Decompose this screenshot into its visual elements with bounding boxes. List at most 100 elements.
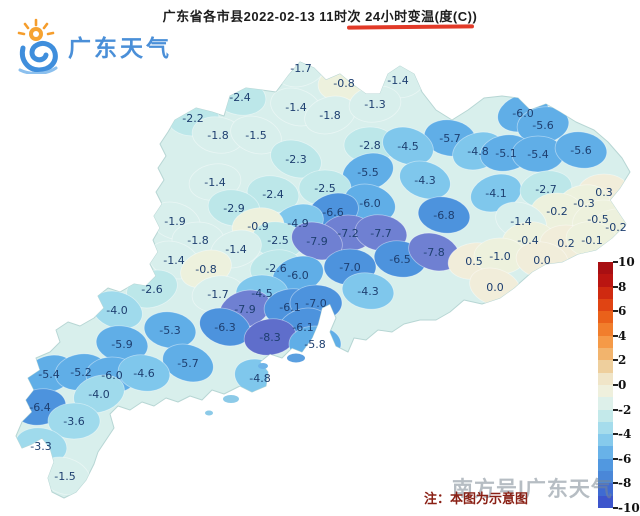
legend-segment [598,471,613,484]
legend-label: 0 [618,378,627,392]
legend-label: -2 [618,402,632,417]
temp-label: -5.3 [159,324,180,337]
temp-label: -2.6 [265,262,286,275]
legend-tick [613,433,618,436]
legend-segment [598,335,613,349]
legend-tick [613,310,618,313]
region-color-blobs [16,62,630,496]
temp-label: 0.2 [557,237,575,250]
temp-label: -6.3 [214,321,235,334]
legend-segment [598,446,613,459]
legend-segment [598,495,613,508]
temp-label: -8.3 [259,331,280,344]
temp-label: -0.8 [195,263,216,276]
temp-label: -1.4 [225,243,246,256]
temp-label: -2.6 [141,283,162,296]
temp-label: -7.0 [339,261,360,274]
brand-logo: 广东天气 [10,18,172,74]
legend-segment [598,274,613,287]
temp-label: -1.8 [207,129,228,142]
temp-label: -1.5 [245,129,266,142]
temp-label: -2.9 [223,202,244,215]
temp-label: -6.0 [512,107,533,120]
temp-label: -4.0 [88,388,109,401]
temp-label: -4.0 [106,304,127,317]
temp-label: -1.8 [187,234,208,247]
legend-label: 10 [618,255,635,269]
temp-label: -7.9 [234,303,255,316]
temp-label: -2.5 [267,234,288,247]
region-blob [341,272,395,310]
temp-label: -4.5 [251,287,272,300]
temp-label: -1.4 [204,176,225,189]
temp-label: -5.7 [177,357,198,370]
temp-label: -5.5 [357,166,378,179]
legend-tick [613,359,618,362]
temp-label: -6.8 [433,209,454,222]
region-blob [73,374,125,414]
legend-segment [598,311,613,324]
temp-label: -4.3 [357,285,378,298]
temp-label: -0.2 [546,205,567,218]
region-blob [382,126,434,166]
temp-label: -0.3 [573,197,594,210]
weather-logo-icon [17,18,58,74]
province-silhouette [15,61,631,499]
temp-label: -5.4 [527,148,548,161]
temp-label: -2.3 [285,153,306,166]
temp-label: -1.0 [489,250,510,263]
temp-label: -1.5 [54,470,75,483]
temp-label: -5.7 [439,132,460,145]
legend-tick [613,384,618,386]
temp-label: -4.3 [414,174,435,187]
legend-label: -8 [618,476,632,491]
legend-segment [598,298,613,312]
legend-label: -6 [618,451,632,466]
temp-label: -5.8 [304,338,325,351]
legend-tick [613,285,618,288]
temp-label: -2.4 [262,188,283,201]
legend-segment [598,409,613,422]
temp-label: -4.5 [397,140,418,153]
region-blob [417,196,471,234]
temp-label: -1.9 [164,215,185,228]
temp-label: -0.4 [517,234,538,247]
temp-label: -2.5 [314,182,335,195]
temp-label: -3.6 [63,415,84,428]
temp-label: -7.9 [306,235,327,248]
legend-segment [598,360,613,373]
legend-label: -4 [618,427,632,442]
temp-label: -5.1 [495,147,516,160]
legend-color-bar [598,262,613,508]
legend-label: 4 [618,328,627,343]
color-scale-legend: 10 8 6 4 2 0 -2 -4 -6 -8 -10 [596,256,640,516]
legend-segment [598,262,613,275]
temp-label: -1.7 [290,62,311,75]
legend-segment [598,348,613,361]
temp-label: -5.4 [38,368,59,381]
temp-label: -0.8 [333,77,354,90]
temp-label: -5.2 [70,366,91,379]
temp-label: 0.0 [486,281,504,294]
legend-segment [598,372,613,385]
temp-label: -6.1 [292,321,313,334]
temp-label: -1.8 [319,109,340,122]
temperature-labels: -1.7-0.8 -1.4-2.4-1.4-1.8-1.3-2.2-1.8 -1.5… [29,62,626,483]
legend-segment [598,384,613,398]
temp-label: -4.9 [287,217,308,230]
page-title: 广东省各市县2022-02-13 11时次 24小时变温(度(C)) [162,9,478,24]
temp-label: -7.7 [370,227,391,240]
temp-label: -3.3 [30,440,51,453]
temp-label: -2.8 [359,139,380,152]
temp-label: -0.5 [587,213,608,226]
legend-tick [613,482,618,485]
legend-segment [598,458,613,472]
region-blob [143,311,197,349]
temp-label: -6.4 [29,401,50,414]
legend-segment [598,421,613,435]
legend-tick [613,408,618,411]
legend-segment [598,483,613,496]
temp-label: -1.4 [510,215,531,228]
